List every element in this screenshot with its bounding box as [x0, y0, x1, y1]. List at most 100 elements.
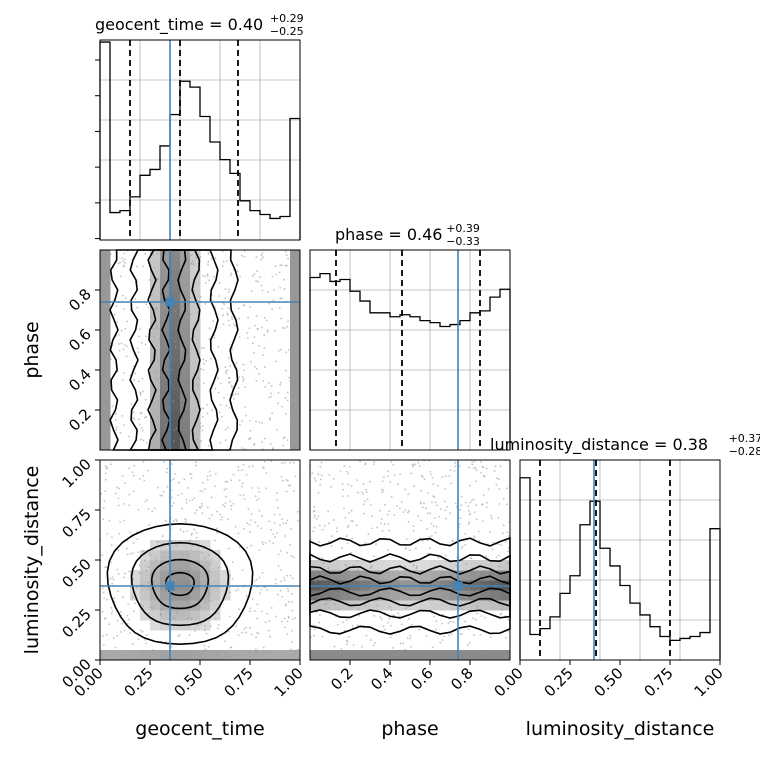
- sample-point: [390, 460, 393, 463]
- sample-point: [274, 536, 276, 538]
- sample-point: [240, 485, 243, 488]
- sample-point: [492, 541, 495, 544]
- sample-point: [268, 520, 271, 523]
- sample-point: [175, 544, 178, 547]
- sample-point: [289, 574, 292, 577]
- sample-point: [318, 541, 320, 543]
- sample-point: [468, 466, 471, 469]
- sample-point: [477, 589, 480, 592]
- density-cell: [450, 650, 461, 661]
- sample-point: [149, 587, 152, 590]
- sample-point: [178, 633, 181, 636]
- sample-point: [257, 487, 260, 490]
- sample-point: [250, 513, 253, 516]
- density-cell: [170, 410, 181, 421]
- sample-point: [224, 288, 227, 291]
- sample-point: [407, 511, 409, 514]
- sample-point: [272, 542, 275, 545]
- sample-point: [156, 447, 159, 450]
- sample-point: [270, 460, 273, 462]
- sample-point: [238, 479, 241, 482]
- sample-point: [482, 494, 485, 497]
- sample-point: [447, 622, 450, 625]
- density-cell: [180, 290, 191, 301]
- density-cell: [490, 650, 501, 661]
- sample-point: [344, 516, 347, 519]
- sample-point: [454, 502, 457, 505]
- sample-point: [383, 595, 385, 597]
- sample-point: [266, 612, 269, 615]
- sample-point: [151, 510, 154, 512]
- density-cell: [350, 570, 361, 581]
- sample-point: [365, 491, 368, 494]
- sample-point: [210, 496, 213, 499]
- sample-point: [290, 601, 293, 604]
- sample-point: [190, 254, 193, 257]
- sample-point: [226, 314, 229, 316]
- sample-point: [242, 463, 245, 466]
- sample-point: [289, 461, 292, 464]
- sample-point: [211, 409, 213, 412]
- density-cell: [390, 600, 401, 611]
- sample-point: [405, 547, 407, 549]
- density-cell: [500, 560, 511, 571]
- sample-point: [479, 633, 482, 636]
- sample-point: [290, 271, 293, 273]
- sample-point: [283, 461, 286, 464]
- sample-point: [362, 483, 365, 486]
- sample-point: [249, 626, 252, 629]
- sample-point: [239, 657, 242, 660]
- sample-point: [372, 583, 374, 586]
- sample-point: [426, 512, 429, 515]
- density-cell: [170, 350, 181, 361]
- sample-point: [369, 480, 371, 483]
- sample-point: [226, 369, 229, 372]
- density-cell: [210, 610, 221, 621]
- sample-point: [425, 634, 428, 637]
- sample-point: [501, 609, 503, 611]
- sample-point: [474, 618, 477, 621]
- sample-point: [277, 553, 280, 556]
- sample-point: [129, 552, 132, 555]
- sample-point: [135, 587, 138, 589]
- sample-point: [219, 513, 222, 516]
- sample-point: [311, 472, 314, 475]
- sample-point: [144, 253, 146, 255]
- sample-point: [428, 547, 431, 550]
- sample-point: [183, 478, 186, 481]
- density-cell: [310, 650, 321, 661]
- sample-point: [231, 561, 234, 563]
- sample-point: [276, 429, 278, 431]
- density-cell: [450, 590, 461, 601]
- sample-point: [237, 634, 240, 637]
- sample-point: [145, 642, 148, 645]
- sample-point: [102, 507, 105, 509]
- sample-point: [260, 588, 263, 591]
- sample-point: [285, 604, 287, 607]
- sample-point: [122, 348, 125, 351]
- density-cell: [170, 300, 181, 311]
- sample-point: [344, 563, 347, 566]
- sample-point: [207, 251, 210, 254]
- sample-point: [185, 502, 188, 504]
- sample-point: [343, 465, 346, 467]
- sample-point: [186, 590, 189, 593]
- sample-point: [499, 613, 502, 616]
- sample-point: [330, 545, 333, 547]
- sample-point: [213, 336, 216, 339]
- sample-point: [268, 540, 271, 543]
- sample-point: [270, 528, 272, 531]
- density-cell: [170, 380, 181, 391]
- sample-point: [420, 502, 422, 505]
- sample-point: [346, 542, 349, 545]
- sample-point: [262, 467, 265, 470]
- sample-point: [404, 509, 406, 512]
- sample-point: [140, 583, 143, 586]
- sample-point: [321, 557, 324, 559]
- density-cell: [100, 330, 111, 341]
- density-cell: [290, 410, 301, 421]
- sample-point: [330, 535, 333, 537]
- sample-point: [224, 502, 227, 505]
- sample-point: [128, 531, 131, 534]
- sample-point: [158, 338, 161, 340]
